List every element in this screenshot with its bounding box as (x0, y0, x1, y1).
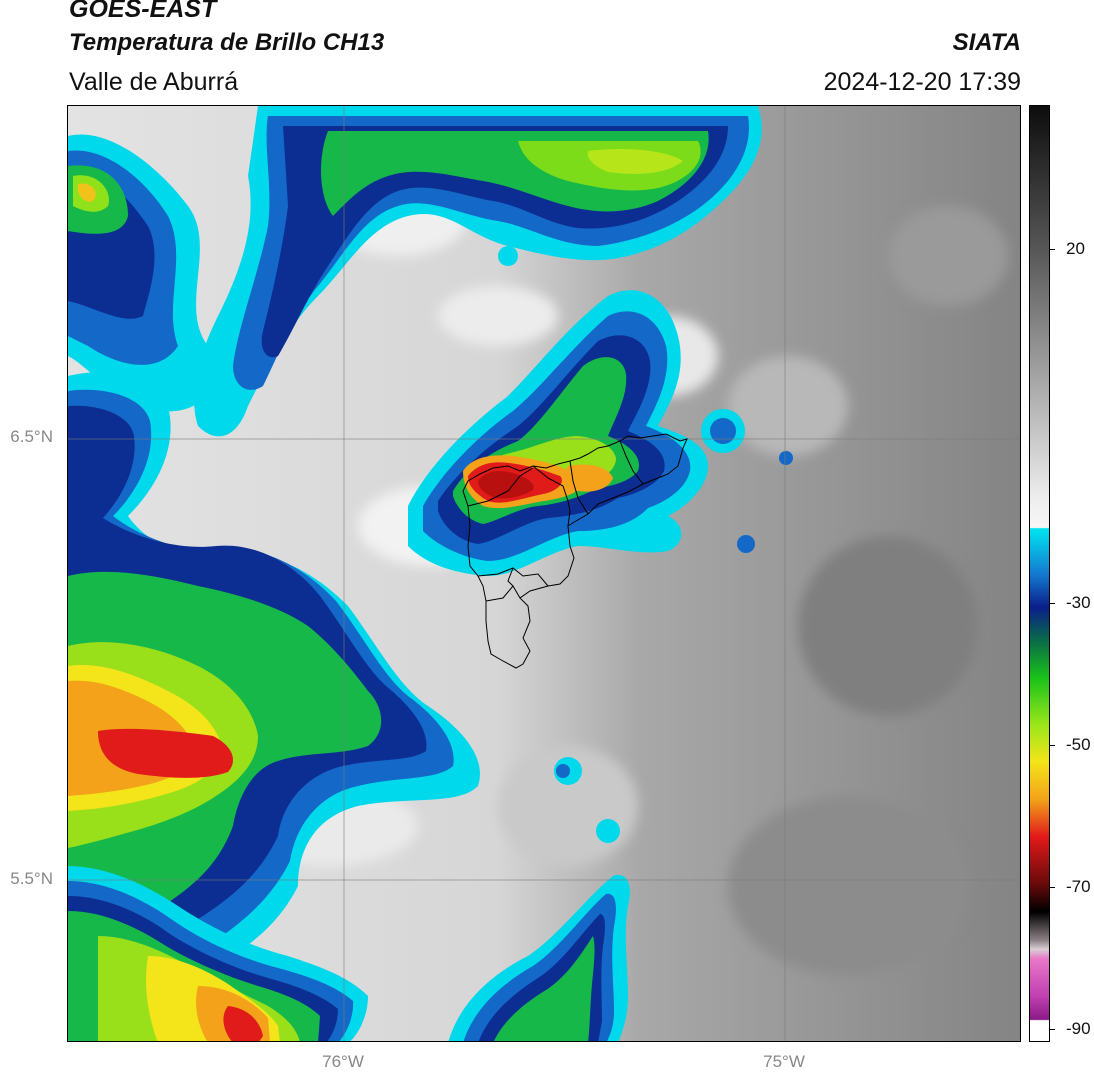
cold-cloud-west (68, 372, 480, 1036)
colorbar-tick-minus30: -30 (1066, 593, 1091, 612)
boundary-outer (462, 433, 688, 669)
convective-cell-central (408, 290, 708, 576)
colorbar-tick-minus70: -70 (1066, 877, 1091, 896)
boundary-barbosa (619, 440, 644, 485)
title-satellite: GOES-EAST (69, 0, 217, 23)
cold-cloud-south (448, 875, 630, 1041)
colorbar-tick-mark-minus30 (1050, 603, 1055, 604)
lon-label-76w: 76°W (322, 1052, 364, 1071)
datetime-label: 2024-12-20 17:39 (823, 68, 1021, 96)
colorbar-tick-mark-minus50 (1050, 745, 1055, 746)
colorbar-tick-minus90: -90 (1066, 1019, 1091, 1038)
colorbar-tick-minus50: -50 (1066, 735, 1091, 754)
colorbar-tick-mark-minus70 (1050, 887, 1055, 888)
colorbar-tick-mark-20 (1050, 249, 1055, 250)
boundary-copacabana (532, 465, 571, 527)
municipal-boundaries (462, 433, 688, 669)
subtitle-region: Valle de Aburrá (69, 68, 239, 96)
temperature-colorbar (1029, 105, 1050, 1042)
boundary-itagui (477, 567, 549, 587)
brand-label: SIATA (952, 29, 1021, 56)
boundary-girardota (569, 460, 589, 515)
colorbar-canvas (1030, 106, 1049, 1041)
brightness-temperature-map[interactable] (67, 105, 1021, 1042)
lon-label-75w: 75°W (763, 1052, 805, 1071)
cold-cloud-northwest (68, 134, 218, 412)
lat-label-6-5: 6.5°N (10, 427, 53, 446)
graticule (68, 106, 1020, 1041)
cold-cloud-north (194, 106, 762, 437)
colorbar-gradient (1030, 106, 1049, 1041)
title-product: Temperatura de Brillo CH13 (69, 29, 385, 56)
lat-label-5-5: 5.5°N (10, 869, 53, 888)
colorbar-tick-20: 20 (1066, 239, 1085, 258)
colorbar-tick-mark-minus90 (1050, 1029, 1055, 1030)
small-cloud-patches (498, 246, 793, 843)
boundary-sabaneta (485, 585, 521, 602)
map-canvas (68, 106, 1020, 1041)
convective-cell-southwest (68, 866, 368, 1041)
boundary-bello-medellin (467, 467, 534, 507)
boundary-envigado (507, 567, 514, 587)
